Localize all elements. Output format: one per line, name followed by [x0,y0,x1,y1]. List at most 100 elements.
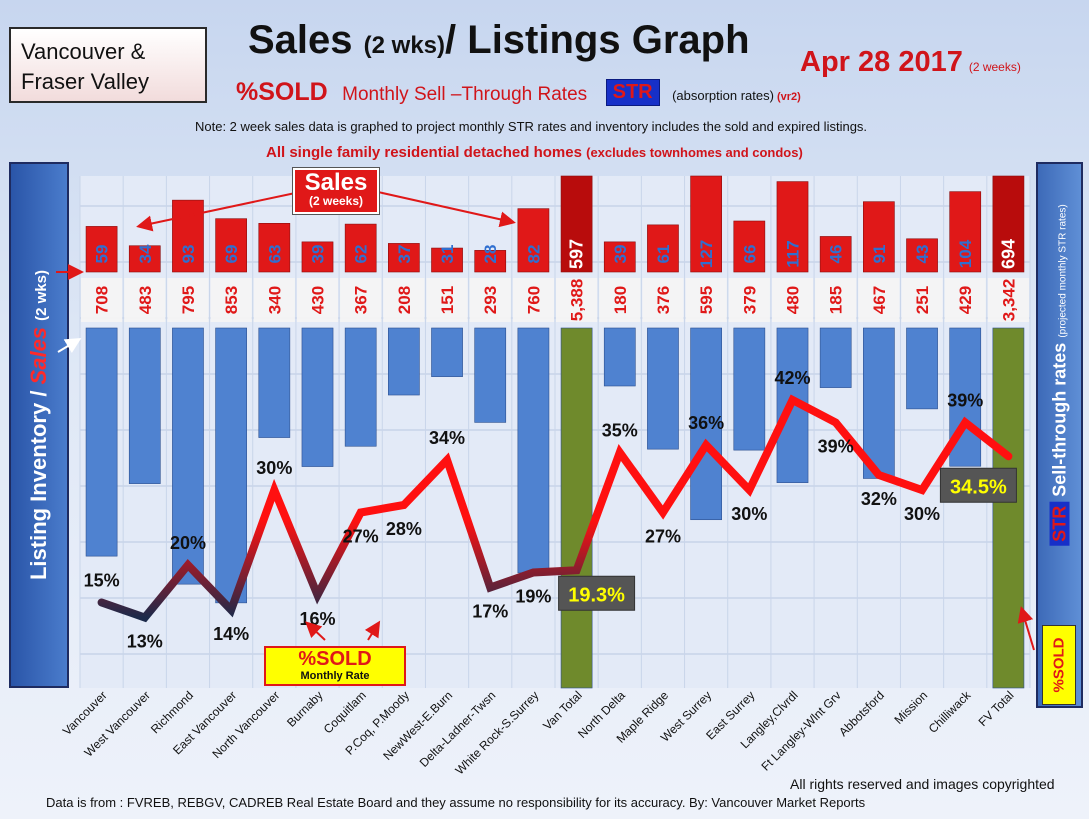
str-value-label: 13% [127,632,163,652]
sold-callout: %SOLD Monthly Rate [264,646,406,686]
category-tick-label: Chilliwack [926,688,974,736]
sold-callout-note: Monthly Rate [300,670,370,682]
inventory-label-band [340,278,382,322]
msr-label: Monthly Sell –Through Rates [342,84,588,105]
sales-value-label: 61 [654,245,673,264]
sold-label: %SOLD [236,78,328,106]
sales-value-label: 66 [740,245,759,264]
str-value-label: 15% [84,571,120,591]
copyright-note: All rights reserved and images copyright… [790,776,1055,792]
inventory-label-band [383,278,425,322]
inventory-label-band [253,278,295,322]
sales-bar [603,241,636,273]
data-source-note: Data is from : FVREB, REBGV, CADREB Real… [46,795,866,810]
inventory-value-label: 760 [524,286,543,314]
str-value-label: 28% [386,519,422,539]
title-main-text: Sales [248,18,364,62]
inventory-bar [258,327,291,438]
str-line [97,394,1013,623]
inventory-value-label: 795 [179,286,198,314]
sales-bar [388,243,420,273]
inventory-bar [992,327,1025,689]
inventory-value-label: 595 [697,286,716,314]
sales-value-label: 93 [179,245,198,264]
str-total-badge: 34.5% [939,467,1017,503]
inventory-bar [344,327,377,447]
inventory-value-label: 293 [481,286,500,314]
sales-bar [215,218,247,273]
inventory-label-band [512,278,554,322]
str-value-label: 36% [688,413,724,433]
inventory-value-label: 429 [956,286,975,314]
category-tick-label: Delta-Ladner-Twsn [417,688,499,770]
str-value-label: 20% [170,533,206,553]
sales-bar [949,191,982,273]
inventory-label-band [599,278,641,322]
sales-bar [517,208,550,273]
title-rest: / Listings Graph [445,18,750,62]
inventory-bar [301,327,334,467]
sales-value-label: 59 [93,245,112,264]
sales-value-label: 37 [395,245,414,264]
sales-bar [560,175,593,273]
str-total-badge-bg [558,575,636,611]
sales-callout-title: Sales [304,169,368,196]
str-value-label: 27% [343,527,379,547]
sales-value-label: 63 [265,245,284,264]
report-date-value: Apr 28 2017 [800,46,963,78]
inventory-bar [215,327,247,604]
sold-arrow-right [364,620,381,641]
inventory-bar [647,327,679,450]
inventory-value-label: 708 [93,286,112,314]
inventory-bar [863,327,895,479]
inventory-label-band [815,278,857,322]
inventory-label-band [728,278,770,322]
inventory-bar [172,327,204,585]
region-line-2: Fraser Valley [21,69,149,94]
str-value-label: 34% [429,428,465,448]
inventory-bar [85,327,118,557]
sales-bar [85,226,118,273]
sales-bar [733,220,766,273]
sales-value-label: 694 [998,239,1018,269]
category-tick-label: Mission [891,688,930,727]
legend-line: %SOLD Monthly Sell –Through Rates STR (a… [236,78,801,107]
sales-arrow-right [377,191,516,228]
sales-bar [474,250,507,273]
inventory-value-label: 430 [309,286,328,314]
inventory-label-band [296,278,339,322]
report-date-note: (2 weeks) [968,60,1021,74]
sales-value-label: 39 [611,245,630,264]
str-value-label: 30% [731,504,767,524]
report-date: Apr 28 2017 (2 weeks) [800,46,1021,79]
sales-value-label: 43 [913,245,932,264]
inventory-label-band [556,278,598,322]
right-sold-badge: %SOLD [1042,625,1076,705]
str-total-label: 19.3% [568,584,625,606]
str-value-label: 17% [472,602,508,622]
inventory-bar [474,327,507,423]
str-value-label: 16% [299,609,335,629]
title-period: (2 wks) [363,32,446,59]
inventory-bar [128,327,161,484]
sales-bar [172,199,204,273]
str-value-label: 30% [256,458,292,478]
sales-value-label: 82 [524,245,543,264]
inventory-bar [560,327,593,689]
version-label: (vr2) [776,91,801,103]
inventory-value-label: 367 [352,286,371,314]
chart-subtitle: All single family residential detached h… [266,144,803,161]
category-tick-label: Van Total [540,688,585,733]
inventory-bar [733,327,766,451]
inventory-label-band [642,278,684,322]
inventory-value-label: 151 [438,286,457,314]
str-value-label: 39% [818,437,854,457]
region-line-1: Vancouver & [21,39,146,64]
inventory-axis-pointer [57,337,82,354]
inventory-label-band [901,278,943,322]
category-tick-label: FV Total [976,688,1017,729]
inventory-bar [517,327,550,574]
sales-value-label: 28 [481,245,500,264]
sales-bar [128,245,161,273]
